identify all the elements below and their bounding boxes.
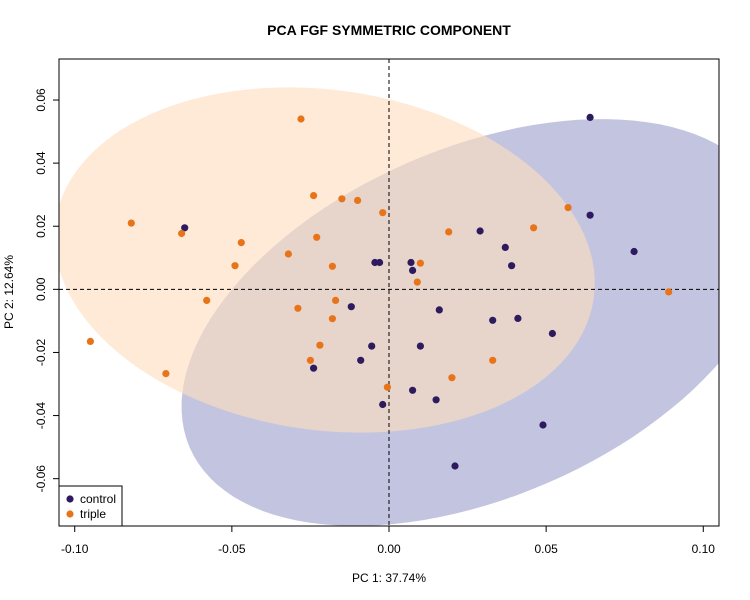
control-point — [451, 462, 459, 470]
y-axis-label: PC 2: 12.64% — [2, 255, 16, 329]
control-point — [548, 329, 557, 338]
x-tick-label: 0.00 — [377, 542, 401, 556]
control-point — [586, 113, 594, 121]
control-point — [586, 211, 594, 219]
triple-ellipse — [59, 87, 595, 433]
y-tick-label: 0.06 — [34, 88, 48, 112]
triple-point — [231, 262, 239, 270]
legend-marker-triple — [66, 510, 74, 518]
control-point — [476, 227, 484, 235]
triple-point — [564, 204, 572, 212]
control-point — [539, 421, 547, 429]
x-axis-label: PC 1: 37.74% — [352, 571, 426, 585]
y-tick-label: 0.02 — [34, 214, 48, 238]
control-point — [409, 266, 417, 274]
control-point — [376, 258, 384, 267]
triple-point — [284, 250, 292, 258]
control-point — [501, 243, 509, 251]
triple-point — [413, 278, 421, 286]
control-point — [508, 262, 516, 270]
triple-point — [338, 195, 346, 203]
y-tick-label: -0.06 — [34, 465, 48, 493]
control-point — [379, 400, 387, 409]
triple-point — [379, 209, 387, 217]
triple-point — [448, 374, 456, 382]
data-points — [86, 113, 673, 470]
x-tick-label: -0.05 — [218, 542, 246, 556]
x-tick-label: 0.05 — [534, 542, 558, 556]
y-tick-label: 0.00 — [34, 277, 48, 301]
legend-label-control: control — [80, 492, 116, 506]
legend-box — [58, 485, 123, 527]
y-tick-label: -0.02 — [34, 339, 48, 367]
control-point — [407, 258, 415, 267]
chart-title: PCA FGF SYMMETRIC COMPONENT — [267, 22, 511, 38]
control-point — [416, 342, 424, 350]
triple-point — [416, 259, 424, 267]
legend-marker-control — [66, 495, 74, 503]
triple-point — [354, 196, 362, 204]
reference-lines — [59, 59, 719, 526]
triple-point — [445, 228, 453, 236]
control-point — [432, 396, 440, 404]
triple-point — [297, 115, 305, 123]
triple-point — [310, 192, 318, 200]
control-point — [310, 364, 318, 372]
triple-point — [489, 356, 497, 364]
triple-point — [86, 337, 94, 345]
triple-point — [328, 315, 336, 323]
x-tick-label: -0.10 — [61, 542, 89, 556]
control-point — [630, 247, 638, 256]
triple-point — [316, 341, 324, 349]
y-axis: -0.06 -0.04 -0.02 0.00 0.02 0.04 0.06 — [34, 88, 60, 493]
x-axis: -0.10 -0.05 0.00 0.05 0.10 — [61, 525, 716, 556]
control-point — [357, 356, 365, 364]
control-point — [489, 316, 497, 324]
triple-point — [530, 224, 538, 232]
control-point — [347, 303, 355, 311]
triple-point — [162, 370, 170, 378]
y-tick-label: -0.04 — [34, 402, 48, 430]
triple-point — [665, 288, 673, 296]
triple-point — [313, 233, 321, 241]
control-point — [409, 386, 417, 394]
triple-point — [294, 304, 302, 312]
triple-point — [332, 296, 340, 304]
triple-point — [178, 229, 186, 238]
confidence-ellipses — [59, 87, 719, 526]
triple-point — [203, 296, 211, 304]
control-point — [435, 306, 443, 314]
triple-point — [328, 262, 336, 270]
control-point — [514, 314, 522, 322]
triple-point — [306, 356, 314, 364]
control-point — [368, 342, 376, 350]
triple-point — [383, 383, 391, 391]
x-tick-label: 0.10 — [692, 542, 716, 556]
triple-point — [237, 239, 245, 247]
control-point — [181, 224, 189, 232]
y-tick-label: 0.04 — [34, 151, 48, 175]
triple-point — [127, 219, 135, 227]
legend-label-triple: triple — [80, 507, 106, 521]
